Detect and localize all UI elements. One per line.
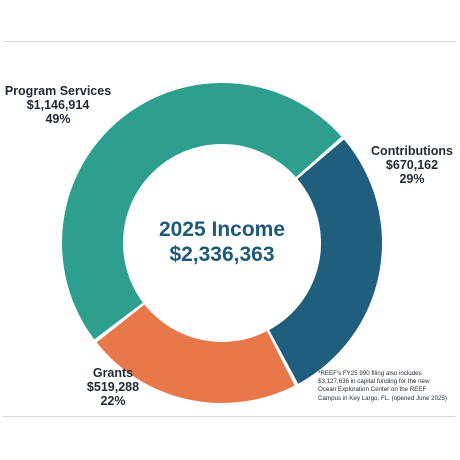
label-grants-percent: 22% bbox=[100, 394, 125, 408]
donut-slices bbox=[61, 83, 382, 403]
label-grants-name: Grants bbox=[93, 366, 133, 380]
footnote-line: Ocean Exploration Center on the REEF bbox=[318, 386, 427, 394]
label-contributions-value: $670,162 bbox=[386, 158, 438, 172]
label-grants-value: $519,288 bbox=[87, 380, 139, 394]
footnote-line: $3,127,636 in capital funding for the ne… bbox=[318, 378, 430, 386]
label-program-services-value: $1,146,914 bbox=[27, 98, 90, 112]
frame-border bbox=[3, 41, 455, 417]
label-program-services-percent: 49% bbox=[45, 112, 70, 126]
footnote-line: Campus in Key Largo, FL. (opened June 20… bbox=[318, 394, 447, 402]
label-contributions-percent: 29% bbox=[399, 172, 424, 186]
center-total: $2,336,363 bbox=[169, 243, 274, 266]
slice-grants bbox=[96, 304, 295, 403]
footnote: *REEF's FY25 990 filing also includes $3… bbox=[318, 370, 460, 403]
slice-contributions bbox=[269, 139, 382, 384]
label-program-services-name: Program Services bbox=[5, 84, 111, 98]
footnote-line: *REEF's FY25 990 filing also includes bbox=[318, 370, 422, 377]
slice-program-services bbox=[61, 83, 342, 340]
label-contributions-name: Contributions bbox=[371, 144, 453, 158]
center-title: 2025 Income bbox=[159, 218, 285, 241]
